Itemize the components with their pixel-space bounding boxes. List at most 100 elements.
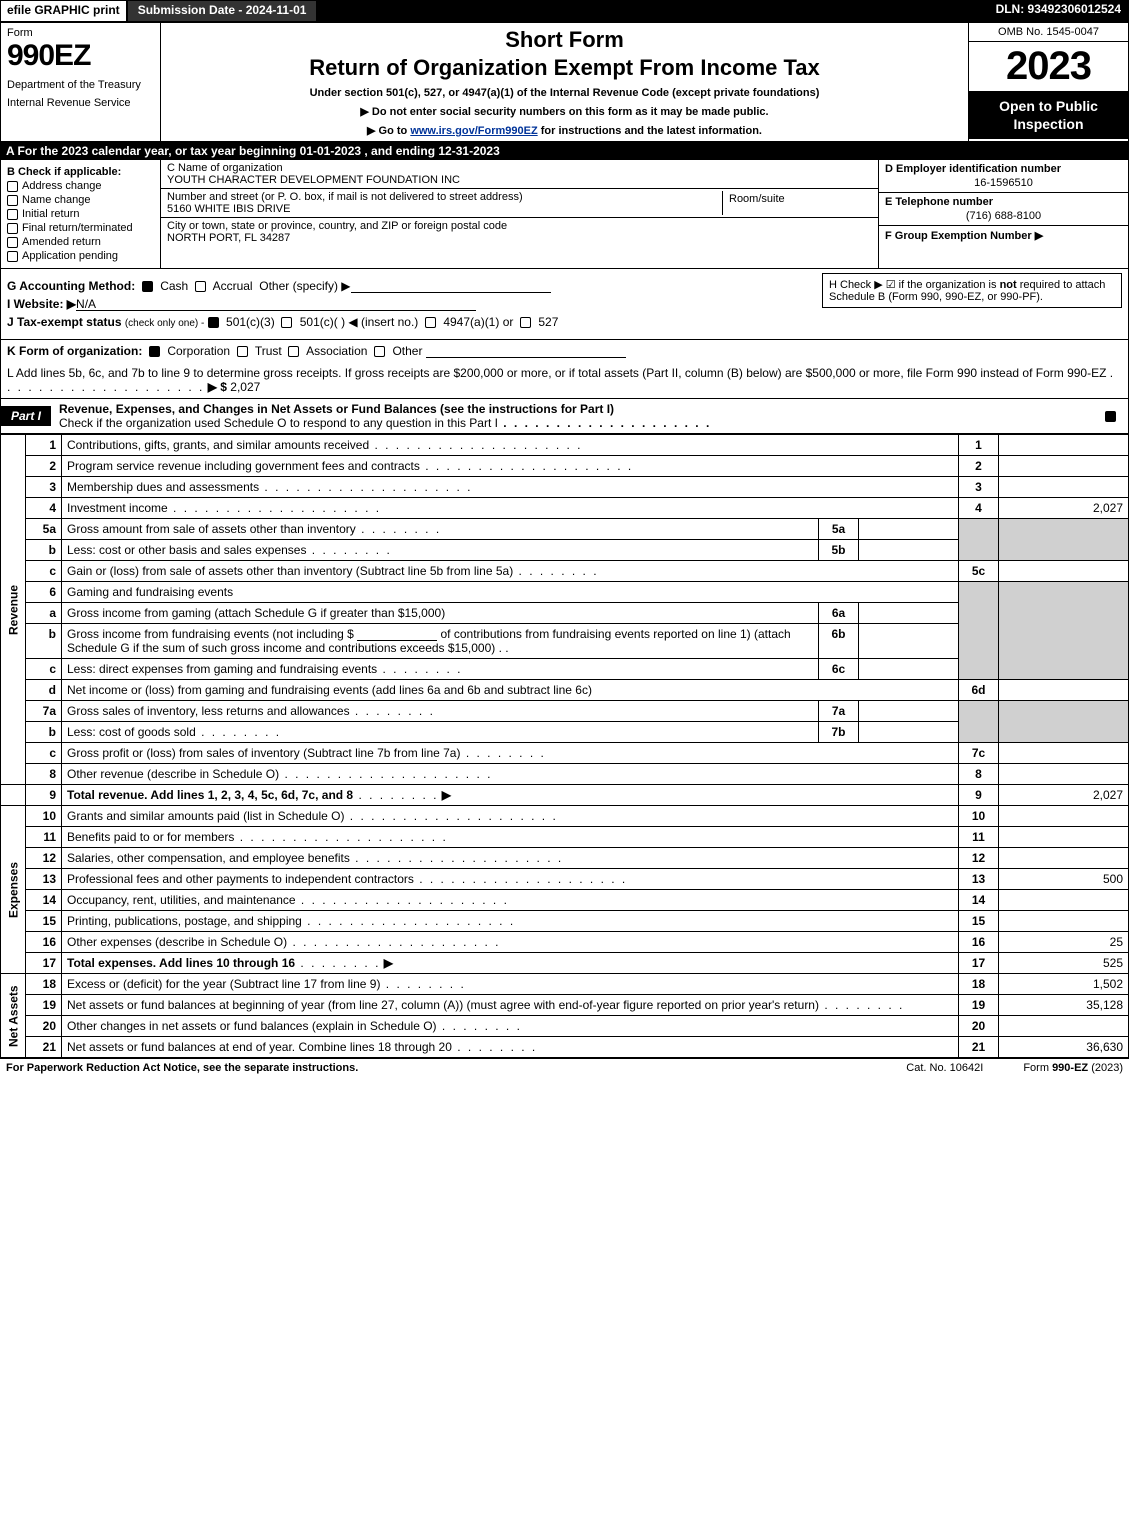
ln-6b-sub: 6b <box>819 624 859 659</box>
ln-3-text: Membership dues and assessments <box>67 480 472 494</box>
ln-18-amt: 1,502 <box>999 974 1129 995</box>
ln-6d-col: 6d <box>959 680 999 701</box>
dots-icon <box>295 956 380 970</box>
ln-12-num: 12 <box>26 848 62 869</box>
chk-label: Application pending <box>22 250 118 262</box>
g-other-input[interactable] <box>351 279 551 293</box>
col-c-org-info: C Name of organization YOUTH CHARACTER D… <box>161 160 878 268</box>
chk-cash-icon <box>142 281 153 292</box>
c-city-value: NORTH PORT, FL 34287 <box>167 232 872 244</box>
l-text: L Add lines 5b, 6c, and 7b to line 9 to … <box>7 366 1106 380</box>
chk-label: Initial return <box>22 208 79 220</box>
chk-address-change[interactable]: Address change <box>7 180 154 192</box>
chk-4947-icon <box>425 317 436 328</box>
chk-name-change[interactable]: Name change <box>7 194 154 206</box>
ln-4-amt: 2,027 <box>999 498 1129 519</box>
chk-initial-return[interactable]: Initial return <box>7 208 154 220</box>
ln-15-num: 15 <box>26 911 62 932</box>
ln-3-num: 3 <box>26 477 62 498</box>
ln-6a-subval <box>859 603 959 624</box>
ln-6b-blank[interactable] <box>357 627 437 641</box>
ln-14-desc: Occupancy, rent, utilities, and maintena… <box>62 890 959 911</box>
chk-assoc-icon <box>288 346 299 357</box>
ln-16-col: 16 <box>959 932 999 953</box>
ln-18-num: 18 <box>26 974 62 995</box>
ln-3-col: 3 <box>959 477 999 498</box>
ln-11-num: 11 <box>26 827 62 848</box>
ln-5a-sub: 5a <box>819 519 859 540</box>
form-number: 990EZ <box>7 39 154 73</box>
cell-city: City or town, state or province, country… <box>161 218 878 246</box>
footer-right-bold: 990-EZ <box>1052 1062 1088 1074</box>
irs-link[interactable]: www.irs.gov/Form990EZ <box>410 125 537 137</box>
c-name-value: YOUTH CHARACTER DEVELOPMENT FOUNDATION I… <box>167 174 872 186</box>
title-short-form: Short Form <box>169 27 960 53</box>
shade-7-amt <box>999 701 1129 743</box>
ln-16-text: Other expenses (describe in Schedule O) <box>67 935 500 949</box>
ln-19-num: 19 <box>26 995 62 1016</box>
ln-20-text: Other changes in net assets or fund bala… <box>67 1019 522 1033</box>
chk-label: Address change <box>22 180 102 192</box>
ln-6b-subval <box>859 624 959 659</box>
shade-5 <box>959 519 999 561</box>
efile-print[interactable]: efile GRAPHIC print <box>0 0 127 22</box>
chk-amended-return[interactable]: Amended return <box>7 236 154 248</box>
footer-left: For Paperwork Reduction Act Notice, see … <box>6 1062 906 1074</box>
ln-8-col: 8 <box>959 764 999 785</box>
ln-19-col: 19 <box>959 995 999 1016</box>
ln-13-text: Professional fees and other payments to … <box>67 872 627 886</box>
ln-12-text: Salaries, other compensation, and employ… <box>67 851 563 865</box>
ln-6c-num: c <box>26 659 62 680</box>
goto-post: for instructions and the latest informat… <box>538 125 762 137</box>
e-label: E Telephone number <box>885 196 1122 208</box>
ln-6d-desc: Net income or (loss) from gaming and fun… <box>62 680 959 701</box>
k-label: K Form of organization: <box>7 344 142 358</box>
ln-20-col: 20 <box>959 1016 999 1037</box>
part1-title-text: Revenue, Expenses, and Changes in Net As… <box>59 402 614 416</box>
chk-final-return[interactable]: Final return/terminated <box>7 222 154 234</box>
ln-6d-num: d <box>26 680 62 701</box>
ln-8-amt <box>999 764 1129 785</box>
ln-5b-num: b <box>26 540 62 561</box>
ln-10-num: 10 <box>26 806 62 827</box>
part1-title: Revenue, Expenses, and Changes in Net As… <box>51 399 1105 433</box>
dots-icon <box>819 998 904 1012</box>
ln-15-col: 15 <box>959 911 999 932</box>
ln-17-num: 17 <box>26 953 62 974</box>
ln-7b-text: Less: cost of goods sold <box>67 725 281 739</box>
subtitle-ssn: ▶ Do not enter social security numbers o… <box>169 105 960 118</box>
ln-5a-text: Gross amount from sale of assets other t… <box>67 522 441 536</box>
chk-application-pending[interactable]: Application pending <box>7 250 154 262</box>
e-value: (716) 688-8100 <box>885 210 1122 222</box>
ln-6c-subval <box>859 659 959 680</box>
goto-pre: ▶ Go to <box>367 125 410 137</box>
row-k: K Form of organization: Corporation Trus… <box>0 340 1129 362</box>
ln-4-desc: Investment income <box>62 498 959 519</box>
k-other-input[interactable] <box>426 344 626 358</box>
ln-7a-subval <box>859 701 959 722</box>
side-expenses: Expenses <box>1 806 26 974</box>
g-other: Other (specify) ▶ <box>259 279 350 293</box>
j-o2: 501(c)( ) ◀ (insert no.) <box>300 315 419 329</box>
ln-14-col: 14 <box>959 890 999 911</box>
cell-org-name: C Name of organization YOUTH CHARACTER D… <box>161 160 878 189</box>
ln-2-desc: Program service revenue including govern… <box>62 456 959 477</box>
ln-7a-text: Gross sales of inventory, less returns a… <box>67 704 435 718</box>
subtitle-section: Under section 501(c), 527, or 4947(a)(1)… <box>169 87 960 99</box>
ln-6b-num: b <box>26 624 62 659</box>
ln-17-col: 17 <box>959 953 999 974</box>
c-city-label: City or town, state or province, country… <box>167 220 872 232</box>
i-value: N/A <box>76 297 476 311</box>
dots-icon <box>498 416 711 430</box>
ln-10-amt <box>999 806 1129 827</box>
j-sub: (check only one) - <box>125 318 204 329</box>
dept-treasury: Department of the Treasury <box>7 79 154 91</box>
ln-15-text: Printing, publications, postage, and shi… <box>67 914 515 928</box>
ln-5c-desc: Gain or (loss) from sale of assets other… <box>62 561 959 582</box>
chk-label: Name change <box>22 194 91 206</box>
chk-trust-icon <box>237 346 248 357</box>
ln-1-desc: Contributions, gifts, grants, and simila… <box>62 435 959 456</box>
ln-7b-sub: 7b <box>819 722 859 743</box>
submission-date: Submission Date - 2024-11-01 <box>127 0 318 22</box>
chk-501c-icon <box>281 317 292 328</box>
